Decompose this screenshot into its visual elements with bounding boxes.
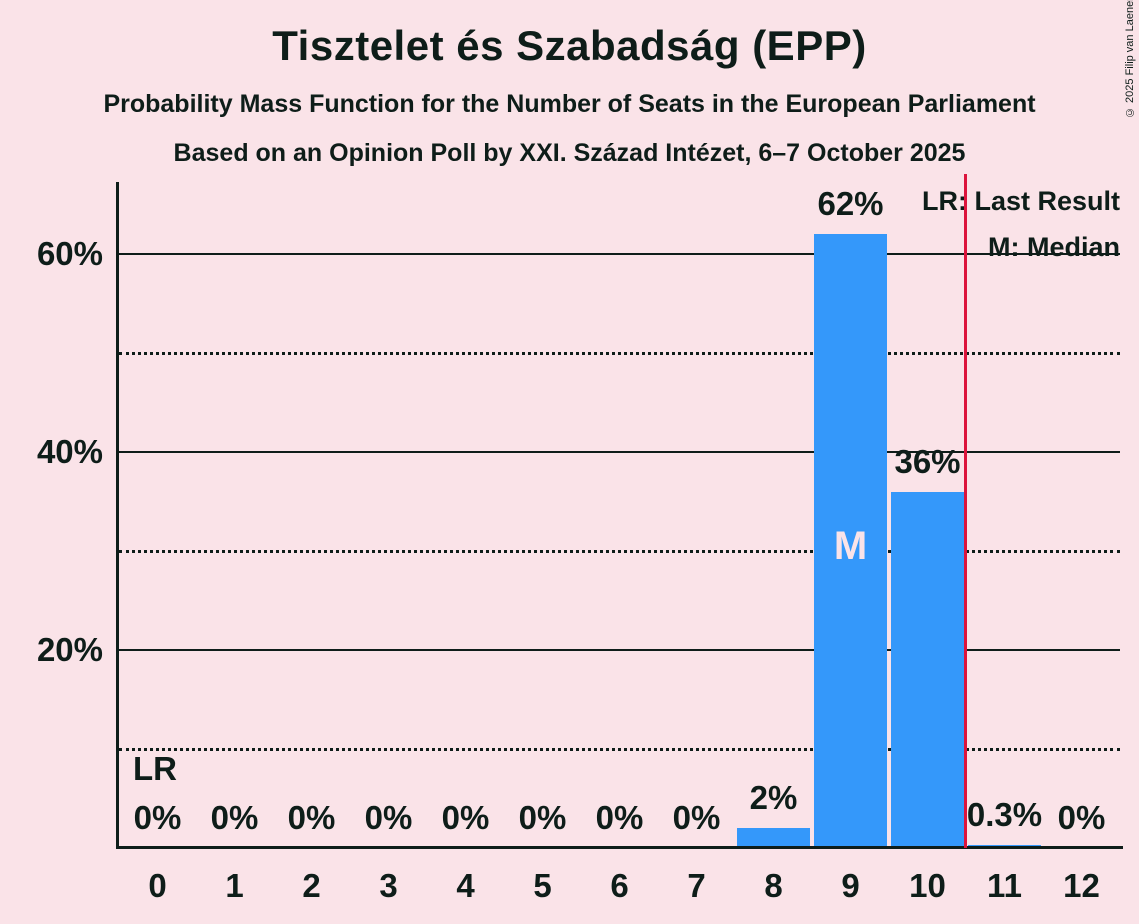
bar-value-label-10: 36%	[894, 443, 961, 480]
x-axis-line	[116, 846, 1123, 849]
x-tick-label-6: 6	[610, 867, 629, 904]
gridline-dotted-30	[119, 550, 1120, 553]
x-tick-label-7: 7	[687, 867, 706, 904]
x-tick-label-8: 8	[764, 867, 783, 904]
bar-value-label-6: 0%	[595, 799, 644, 836]
chart-subtitle: Probability Mass Function for the Number…	[103, 90, 1036, 118]
x-tick-label-3: 3	[379, 867, 398, 904]
legend-last-result: LR: Last Result	[921, 186, 1120, 216]
bar-value-label-0: 0%	[133, 799, 182, 836]
bar-value-label-12: 0%	[1057, 799, 1106, 836]
legend-median: M: Median	[988, 232, 1120, 262]
bar-value-label-7: 0%	[672, 799, 721, 836]
x-tick-label-9: 9	[841, 867, 860, 904]
bar-value-label-2: 0%	[287, 799, 336, 836]
gridline-solid-40	[119, 451, 1120, 453]
x-tick-label-5: 5	[533, 867, 552, 904]
x-tick-label-12: 12	[1063, 867, 1100, 904]
x-tick-label-2: 2	[302, 867, 321, 904]
y-tick-label-40: 40%	[36, 433, 103, 470]
copyright-notice: © 2025 Filip van Laenen	[1124, 0, 1136, 118]
chart-source-line: Based on an Opinion Poll by XXI. Század …	[173, 139, 966, 167]
page-title: Tisztelet és Szabadság (EPP)	[272, 22, 867, 69]
bar-seat-10	[891, 492, 964, 848]
last-result-annotation: LR	[133, 750, 177, 787]
bar-value-label-4: 0%	[441, 799, 490, 836]
y-tick-label-20: 20%	[36, 631, 103, 668]
bar-value-label-3: 0%	[364, 799, 413, 836]
bar-value-label-11: 0.3%	[966, 796, 1043, 833]
median-annotation: M	[833, 524, 868, 568]
y-tick-label-60: 60%	[36, 235, 103, 272]
x-tick-label-1: 1	[225, 867, 244, 904]
gridline-solid-60	[119, 253, 1120, 255]
bar-seat-8	[737, 828, 810, 848]
bar-value-label-8: 2%	[749, 779, 798, 816]
bar-value-label-1: 0%	[210, 799, 259, 836]
last-result-line	[964, 174, 967, 848]
x-tick-label-4: 4	[456, 867, 475, 904]
bar-seat-9	[814, 234, 887, 848]
gridline-solid-20	[119, 649, 1120, 651]
y-axis-line	[116, 182, 119, 849]
x-tick-label-0: 0	[148, 867, 167, 904]
gridline-dotted-10	[119, 748, 1120, 751]
x-tick-label-10: 10	[909, 867, 946, 904]
bar-value-label-9: 62%	[817, 185, 884, 222]
gridline-dotted-50	[119, 352, 1120, 355]
x-tick-label-11: 11	[987, 867, 1022, 904]
bar-value-label-5: 0%	[518, 799, 567, 836]
